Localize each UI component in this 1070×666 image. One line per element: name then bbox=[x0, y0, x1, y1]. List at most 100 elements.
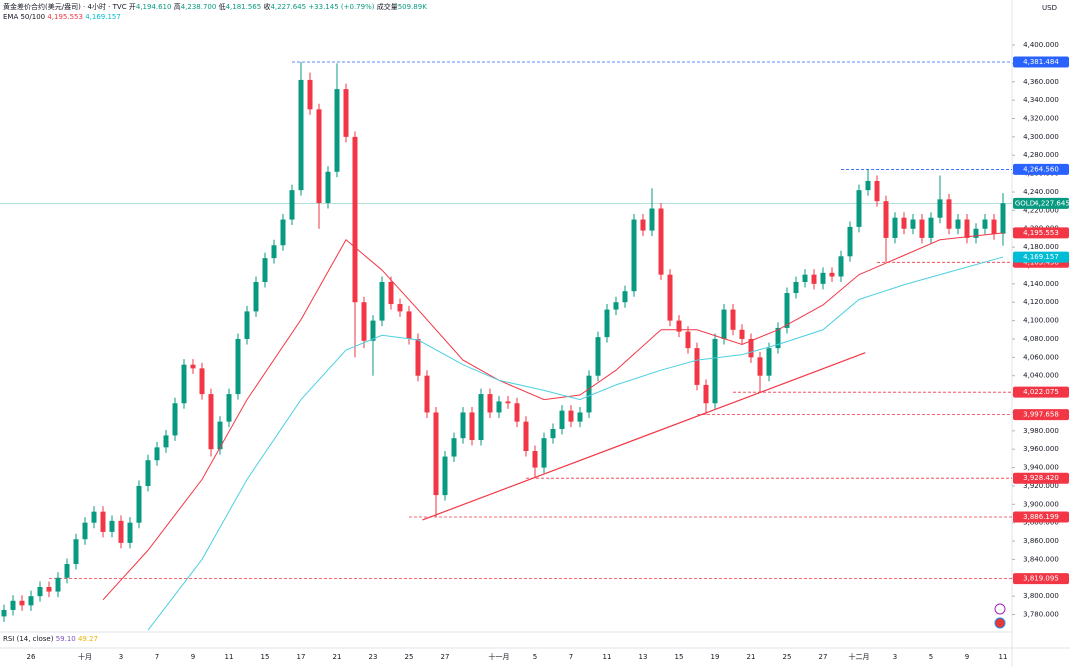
candle-body bbox=[739, 329, 745, 339]
candle-body bbox=[370, 320, 376, 341]
candle-body bbox=[451, 438, 457, 457]
y-tick-label: 4,140.000 bbox=[1023, 280, 1059, 288]
candle-body bbox=[424, 375, 430, 413]
last-price-text: 4,227.645 bbox=[1034, 199, 1070, 207]
event-icon[interactable] bbox=[994, 603, 1006, 615]
level-label-box bbox=[1013, 386, 1069, 398]
level-label-box bbox=[1013, 511, 1069, 523]
ema-line bbox=[102, 232, 1004, 601]
candle-body bbox=[325, 171, 331, 204]
level-label-text: 3,886.199 bbox=[1023, 513, 1059, 521]
candle-body bbox=[433, 412, 439, 496]
last-price-box bbox=[1013, 197, 1069, 209]
candle-body bbox=[1, 609, 7, 617]
candle-body bbox=[541, 438, 547, 468]
header-value: 4,238.700 bbox=[181, 3, 217, 11]
candle-body bbox=[757, 357, 763, 376]
candle-body bbox=[559, 410, 565, 429]
level-label-box bbox=[1013, 56, 1069, 68]
candle-body bbox=[190, 364, 196, 369]
y-tick-label: 3,780.000 bbox=[1023, 611, 1059, 619]
flag-icon[interactable] bbox=[994, 617, 1006, 629]
candle-body bbox=[406, 311, 412, 339]
candle-body bbox=[271, 245, 277, 259]
candle-body bbox=[64, 564, 70, 578]
candle-body bbox=[181, 364, 187, 404]
candle-body bbox=[469, 412, 475, 441]
x-tick-label: 11 bbox=[999, 653, 1008, 661]
level-label-text: 3,997.658 bbox=[1023, 411, 1059, 419]
level-label-box bbox=[1013, 163, 1069, 175]
header-value: 4,181.565 bbox=[226, 3, 262, 11]
candle-body bbox=[901, 217, 907, 229]
indicator-line: EMA 50/100 4,195.553 4,169.157 bbox=[3, 13, 121, 21]
candle-body bbox=[280, 219, 286, 246]
y-tick-label: 4,340.000 bbox=[1023, 96, 1059, 104]
x-tick-label: 9 bbox=[965, 653, 969, 661]
y-tick-label: 4,320.000 bbox=[1023, 115, 1059, 123]
x-tick-label: 25 bbox=[405, 653, 414, 661]
candle-body bbox=[415, 338, 421, 376]
candle-body bbox=[307, 79, 313, 110]
level-label-box bbox=[1013, 573, 1069, 585]
candle-body bbox=[910, 219, 916, 229]
candle-body bbox=[19, 600, 25, 606]
x-tick-label: 19 bbox=[711, 653, 720, 661]
y-tick-label: 3,980.000 bbox=[1023, 427, 1059, 435]
candle-body bbox=[802, 274, 808, 283]
candle-body bbox=[82, 522, 88, 540]
candle-body bbox=[244, 311, 250, 339]
ema-line bbox=[147, 256, 1004, 631]
candle-body bbox=[856, 190, 862, 227]
y-tick-label: 3,920.000 bbox=[1023, 482, 1059, 490]
candle-body bbox=[172, 403, 178, 436]
y-tick-label: 4,300.000 bbox=[1023, 133, 1059, 141]
candle-body bbox=[379, 282, 385, 321]
candle-body bbox=[946, 199, 952, 229]
candle-body bbox=[694, 348, 700, 385]
candle-body bbox=[721, 309, 727, 339]
candle-body bbox=[460, 412, 466, 439]
candle-body bbox=[298, 79, 304, 191]
candle-body bbox=[964, 219, 970, 238]
y-tick-label: 3,880.000 bbox=[1023, 519, 1059, 527]
x-tick-label: 27 bbox=[819, 653, 828, 661]
header-value: 4,194.610 bbox=[136, 3, 172, 11]
candle-body bbox=[73, 539, 79, 565]
candle-body bbox=[100, 511, 106, 532]
candle-body bbox=[550, 428, 556, 439]
candle-body bbox=[253, 282, 259, 312]
candle-body bbox=[649, 208, 655, 231]
candle-body bbox=[793, 282, 799, 294]
header-value: 4,227.645 bbox=[270, 3, 306, 11]
x-tick-label: 21 bbox=[333, 653, 342, 661]
x-tick-label: 15 bbox=[261, 653, 270, 661]
candle-body bbox=[685, 331, 691, 349]
candle-body bbox=[874, 180, 880, 202]
ema-label-text: 4,169.157 bbox=[1023, 253, 1059, 261]
candle-body bbox=[838, 256, 844, 277]
header-change: +33.145 (+0.79%) bbox=[308, 3, 374, 11]
ema-value: 4,195.553 bbox=[47, 13, 83, 21]
y-tick-label: 3,860.000 bbox=[1023, 537, 1059, 545]
y-tick-label: 3,840.000 bbox=[1023, 555, 1059, 563]
x-tick-label: 27 bbox=[441, 653, 450, 661]
x-tick-label: 11 bbox=[225, 653, 234, 661]
x-tick-label: 十月 bbox=[78, 652, 92, 661]
x-tick-label: 5 bbox=[929, 653, 933, 661]
candle-body bbox=[505, 401, 511, 404]
level-label-text: 4,381.484 bbox=[1023, 58, 1059, 66]
candle-body bbox=[235, 338, 241, 395]
rsi-line: RSI (14, close) 59.10 49.27 bbox=[3, 635, 98, 643]
candle-body bbox=[523, 421, 529, 452]
last-price-tag: GOLD bbox=[1015, 199, 1035, 207]
x-tick-label: 7 bbox=[569, 653, 573, 661]
candle-body bbox=[820, 272, 826, 284]
level-label-text: 4,264.560 bbox=[1023, 165, 1059, 173]
y-tick-label: 4,240.000 bbox=[1023, 188, 1059, 196]
candle-body bbox=[676, 320, 682, 332]
x-tick-label: 25 bbox=[783, 653, 792, 661]
candle-body bbox=[667, 274, 673, 321]
x-tick-label: 23 bbox=[369, 653, 378, 661]
x-tick-label: 15 bbox=[675, 653, 684, 661]
